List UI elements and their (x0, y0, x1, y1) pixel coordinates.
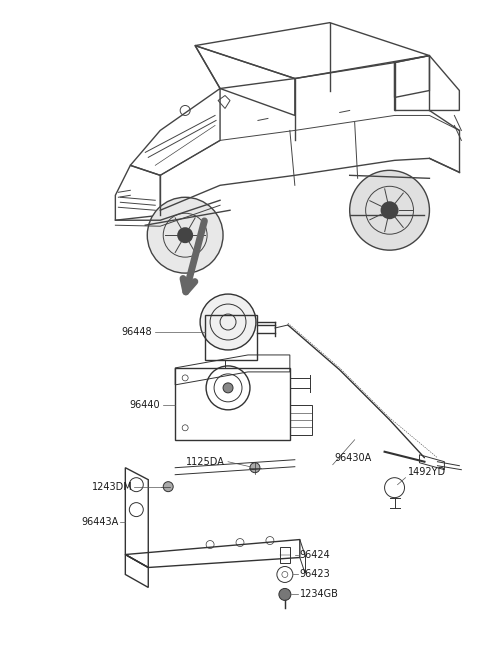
Bar (205, 315, 257, 360)
Text: 1243DM: 1243DM (92, 481, 132, 492)
Circle shape (177, 227, 193, 243)
Text: 1234GB: 1234GB (300, 590, 339, 599)
Bar (290, 405, 312, 435)
Text: 1125DA: 1125DA (186, 457, 225, 467)
Bar (280, 546, 290, 563)
Circle shape (250, 462, 260, 473)
Text: 1492YD: 1492YD (408, 467, 445, 477)
Text: 96443A: 96443A (81, 517, 119, 527)
Circle shape (350, 170, 430, 250)
Text: 96423: 96423 (300, 569, 331, 580)
Circle shape (381, 201, 398, 219)
Circle shape (200, 294, 256, 350)
Text: 96440: 96440 (130, 400, 160, 410)
Circle shape (223, 383, 233, 393)
Bar (175, 368, 290, 440)
Circle shape (147, 197, 223, 273)
Text: 96448: 96448 (121, 327, 152, 337)
Text: 96424: 96424 (300, 550, 331, 559)
Circle shape (163, 481, 173, 492)
Text: 96430A: 96430A (335, 453, 372, 462)
Circle shape (279, 588, 291, 601)
